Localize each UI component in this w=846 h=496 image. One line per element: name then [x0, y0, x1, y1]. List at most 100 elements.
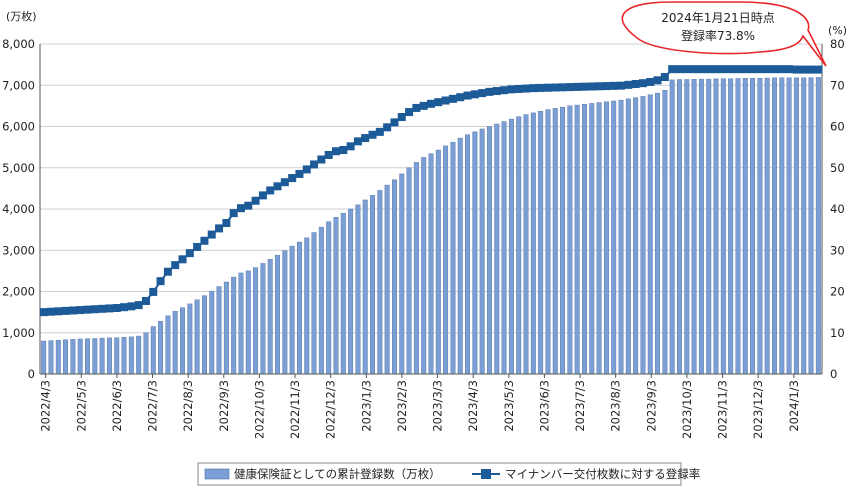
rate-marker	[492, 87, 501, 96]
x-tick-label: 2022/10/3	[252, 380, 266, 439]
rate-marker	[339, 146, 348, 155]
bar	[808, 77, 814, 375]
bar	[603, 101, 609, 375]
rate-marker	[733, 65, 742, 74]
bar	[662, 89, 668, 375]
rate-marker	[551, 83, 560, 92]
legend-line-label: マイナンバー交付枚数に対する登録率	[505, 467, 700, 481]
y-tick-label-right: 30	[830, 243, 845, 257]
rate-marker	[726, 65, 735, 74]
bar	[70, 339, 76, 375]
bar	[377, 190, 383, 375]
rate-marker	[463, 91, 472, 100]
rate-marker	[456, 93, 465, 102]
y-tick-label-left: 4,000	[2, 202, 35, 216]
rate-marker	[500, 86, 509, 95]
rate-marker	[266, 186, 275, 195]
rate-marker	[280, 178, 289, 187]
x-tick-label: 2023/1/3	[359, 380, 373, 432]
rate-marker	[697, 65, 706, 74]
rate-marker	[222, 219, 231, 228]
y-tick-label-left: 2,000	[2, 285, 35, 299]
rate-marker	[704, 65, 713, 74]
bar	[282, 250, 288, 375]
bar	[41, 340, 47, 375]
rate-marker	[595, 82, 604, 91]
rate-marker	[310, 160, 319, 169]
bar	[391, 179, 397, 375]
rate-marker	[690, 65, 699, 74]
bar	[231, 276, 237, 375]
rate-marker	[777, 65, 786, 74]
rate-marker	[522, 84, 531, 93]
rate-marker	[251, 196, 260, 205]
rate-marker	[814, 65, 823, 74]
bar	[669, 79, 675, 375]
rate-marker	[295, 169, 304, 178]
bar	[560, 106, 566, 375]
bar	[457, 137, 463, 375]
bar	[128, 336, 134, 375]
rate-marker	[163, 267, 172, 276]
x-tick-label: 2023/2/3	[395, 380, 409, 432]
bar	[530, 112, 536, 375]
rate-marker	[171, 261, 180, 270]
rate-marker	[609, 81, 618, 90]
rate-marker	[485, 87, 494, 96]
y-tick-label-right: 80	[830, 37, 845, 51]
bar	[640, 96, 646, 375]
bar	[472, 131, 478, 375]
x-tick-label: 2023/3/3	[431, 380, 445, 432]
bar	[713, 78, 719, 375]
rate-marker	[617, 81, 626, 90]
bar	[355, 204, 361, 375]
rate-marker	[258, 191, 267, 200]
rate-marker	[660, 73, 669, 81]
bar	[260, 263, 266, 375]
bar	[567, 105, 573, 375]
bar	[574, 104, 580, 375]
rate-marker	[470, 90, 479, 99]
rate-marker	[236, 204, 245, 213]
bar	[348, 208, 354, 375]
rate-marker	[514, 84, 523, 93]
rate-marker	[573, 82, 582, 91]
rate-marker	[529, 84, 538, 93]
line-layer	[39, 65, 823, 317]
rate-marker	[317, 155, 326, 164]
bar	[413, 162, 419, 375]
rate-marker	[405, 108, 414, 117]
bar	[318, 226, 324, 375]
x-tick-label: 2022/4/3	[39, 380, 53, 432]
bar	[655, 92, 661, 375]
bar	[253, 267, 259, 375]
legend-bar-label: 健康保険証としての累計登録数（万枚）	[234, 467, 441, 481]
rate-marker	[83, 305, 92, 314]
bar	[296, 241, 302, 375]
x-tick-label: 2022/12/3	[324, 380, 338, 439]
rate-marker	[361, 134, 370, 143]
left-axis-unit: (万枚)	[6, 9, 37, 23]
rate-marker	[441, 96, 450, 105]
x-tick-label: 2023/6/3	[537, 380, 551, 432]
rate-marker	[368, 130, 377, 139]
bar	[647, 94, 653, 375]
bar	[501, 121, 507, 375]
bar	[625, 98, 631, 375]
rate-marker	[331, 147, 340, 156]
bar	[304, 237, 310, 375]
bar	[201, 295, 207, 375]
bar	[508, 118, 514, 375]
bar	[742, 78, 748, 375]
bar	[180, 307, 185, 375]
rate-marker	[193, 242, 202, 251]
bar	[735, 78, 741, 375]
axis-layer: 0 1,000 2,000 3,000 4,000 5,000 6,000 7,000 8,00…	[2, 37, 845, 439]
bar	[92, 338, 98, 375]
bar	[165, 315, 171, 375]
rate-marker	[288, 174, 297, 183]
rate-marker	[565, 83, 574, 92]
bar	[435, 149, 441, 375]
